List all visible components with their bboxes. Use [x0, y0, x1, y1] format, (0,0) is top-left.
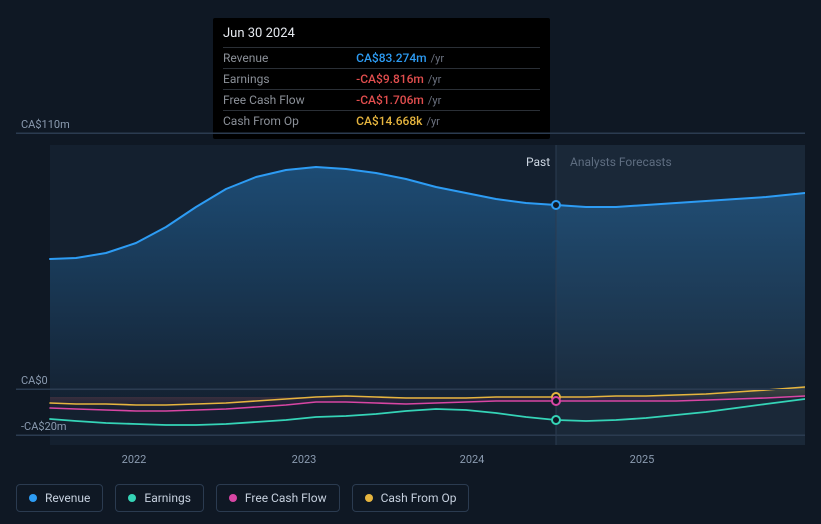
tooltip-metric-label: Revenue — [223, 48, 356, 69]
x-axis-label: 2022 — [122, 453, 147, 466]
y-axis-label: CA$0 — [21, 374, 48, 387]
chart-tooltip: Jun 30 2024 Revenue CA$83.274m/yrEarning… — [213, 18, 550, 139]
x-axis-label: 2024 — [460, 453, 485, 466]
legend-label: Revenue — [45, 491, 90, 505]
legend-dot-icon — [365, 494, 373, 502]
past-label: Past — [526, 155, 550, 169]
chart-canvas — [16, 125, 805, 445]
tooltip-metric-value: CA$83.274m/yr — [356, 48, 540, 69]
gridline — [16, 133, 805, 134]
legend-label: Cash From Op — [381, 491, 457, 505]
x-axis-label: 2023 — [292, 453, 317, 466]
legend-item-revenue[interactable]: Revenue — [16, 484, 103, 512]
gridline — [16, 435, 805, 436]
x-axis-label: 2025 — [630, 453, 655, 466]
forecast-label: Analysts Forecasts — [570, 155, 672, 169]
tooltip-date: Jun 30 2024 — [223, 26, 540, 47]
gridline — [16, 389, 805, 390]
legend-label: Free Cash Flow — [245, 491, 327, 505]
chart-legend: Revenue Earnings Free Cash Flow Cash From O… — [16, 484, 469, 512]
earnings-chart[interactable]: CA$110mCA$0-CA$20m 2022202320242025 Past… — [16, 125, 805, 475]
legend-item-cash-from-op[interactable]: Cash From Op — [352, 484, 470, 512]
tooltip-metric-label: Free Cash Flow — [223, 90, 356, 111]
tooltip-metric-label: Earnings — [223, 69, 356, 90]
legend-dot-icon — [229, 494, 237, 502]
y-axis-label: CA$110m — [21, 118, 70, 131]
legend-dot-icon — [29, 494, 37, 502]
tooltip-metric-value: -CA$1.706m/yr — [356, 90, 540, 111]
legend-dot-icon — [128, 494, 136, 502]
legend-label: Earnings — [144, 491, 191, 505]
legend-item-free-cash-flow[interactable]: Free Cash Flow — [216, 484, 340, 512]
tooltip-table: Revenue CA$83.274m/yrEarnings -CA$9.816m… — [223, 47, 540, 131]
y-axis-label: -CA$20m — [21, 420, 67, 433]
legend-item-earnings[interactable]: Earnings — [115, 484, 204, 512]
tooltip-metric-value: -CA$9.816m/yr — [356, 69, 540, 90]
